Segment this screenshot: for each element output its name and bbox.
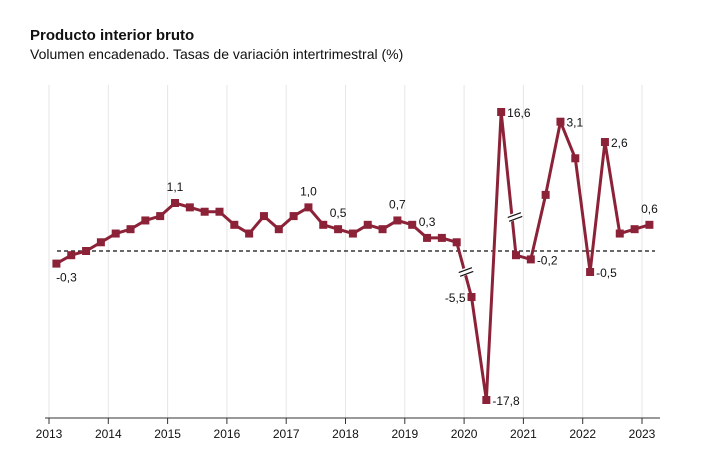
x-tick-label: 2014	[95, 427, 122, 441]
data-point	[571, 154, 580, 163]
x-tick-label: 2015	[154, 427, 181, 441]
data-label: 1,1	[167, 180, 184, 194]
data-point	[259, 212, 268, 221]
data-point	[511, 251, 520, 260]
x-tick-label: 2016	[214, 427, 241, 441]
chart-subtitle: Volumen encadenado. Tasas de variación i…	[30, 46, 404, 62]
data-label: -0,3	[56, 271, 77, 285]
data-point	[348, 229, 357, 238]
data-point	[141, 216, 150, 225]
data-point	[482, 396, 491, 404]
x-tick-label: 2013	[36, 427, 63, 441]
data-point	[467, 293, 476, 301]
x-tick-label: 2021	[510, 427, 537, 441]
x-tick-label: 2023	[629, 427, 656, 441]
axis-break-mark	[458, 267, 473, 274]
data-point	[200, 207, 209, 216]
data-point	[363, 220, 372, 229]
data-point	[171, 199, 180, 207]
data-label: 16,6	[507, 106, 531, 120]
data-label: 0,3	[419, 215, 436, 229]
data-point	[645, 220, 654, 229]
data-point	[526, 255, 535, 264]
data-point	[126, 225, 135, 234]
data-point	[185, 203, 194, 212]
axis-break-mark	[459, 270, 474, 277]
data-label: -17,8	[492, 394, 520, 408]
data-point	[67, 251, 76, 260]
data-point	[452, 238, 461, 247]
x-tick-label: 2019	[391, 427, 418, 441]
data-point	[600, 138, 609, 147]
chart-title: Producto interior bruto	[30, 27, 195, 44]
data-point	[615, 229, 624, 238]
data-point	[230, 220, 239, 229]
x-tick-label: 2018	[332, 427, 359, 441]
x-tick-label: 2022	[569, 427, 596, 441]
data-point	[437, 233, 446, 242]
x-tick-label: 2017	[273, 427, 300, 441]
data-point	[334, 225, 343, 234]
data-point	[82, 247, 91, 255]
data-point	[304, 203, 313, 212]
data-point	[497, 108, 506, 116]
axis-break-mark	[508, 215, 523, 222]
data-point	[541, 190, 550, 199]
data-point	[289, 212, 298, 221]
data-point	[408, 220, 417, 229]
data-point	[96, 238, 105, 247]
data-point	[274, 225, 283, 234]
data-point	[245, 229, 254, 238]
series-line	[55, 110, 650, 402]
data-label: 0,5	[330, 206, 347, 220]
data-label: 0,6	[641, 202, 658, 216]
data-point	[319, 220, 328, 229]
data-point	[52, 259, 61, 268]
data-point	[630, 225, 639, 234]
data-label: -0,2	[537, 253, 558, 267]
data-point	[393, 216, 402, 225]
x-tick-label: 2020	[451, 427, 478, 441]
data-point	[423, 233, 432, 242]
data-label: 0,7	[389, 197, 406, 211]
data-point	[215, 207, 224, 216]
data-label: -0,5	[596, 266, 617, 280]
data-label: 1,0	[300, 184, 317, 198]
data-point	[111, 229, 120, 238]
data-point	[378, 225, 387, 234]
axis-break-mark	[507, 212, 522, 219]
data-label: 3,1	[566, 116, 583, 130]
data-point	[586, 268, 595, 276]
data-point	[156, 212, 165, 221]
data-point	[556, 117, 565, 126]
data-label: -5,5	[445, 291, 466, 305]
data-label: 2,6	[611, 136, 628, 150]
